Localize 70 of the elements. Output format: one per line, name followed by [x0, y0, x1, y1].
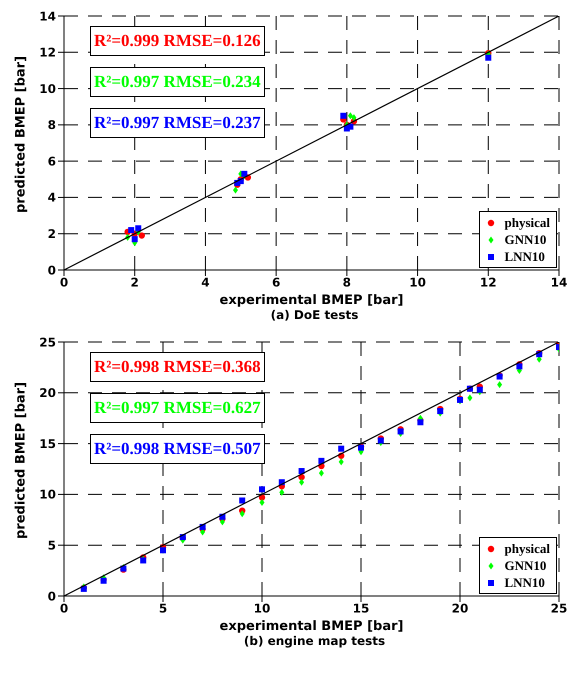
x-axis-title: experimental BMEP [bar] — [220, 619, 404, 634]
x-tick-label: 0 — [60, 602, 68, 616]
y-tick-label: 8 — [48, 118, 56, 132]
point — [240, 510, 245, 518]
y-axis-title: predicted BMEP [bar] — [14, 56, 29, 213]
point — [259, 486, 265, 492]
legend-label: GNN10 — [504, 557, 546, 574]
annotation: R²=0.997 RMSE=0.237 — [90, 108, 265, 138]
y-tick-label: 0 — [48, 263, 56, 278]
y-tick-label: 15 — [39, 436, 56, 451]
point — [128, 227, 134, 234]
y-tick-label: 20 — [39, 386, 56, 400]
y-tick-label: 10 — [39, 82, 56, 96]
point — [299, 478, 304, 486]
y-tick-label: 14 — [39, 9, 56, 24]
x-tick-label: 10 — [254, 602, 270, 616]
legend-label: physical — [504, 214, 550, 231]
text: (a) DoE tests — [270, 308, 360, 322]
x-tick-label: 4 — [201, 276, 210, 290]
x-tick-label: 25 — [550, 602, 568, 616]
point — [476, 386, 483, 393]
point — [437, 408, 444, 414]
annotation: R²=0.997 RMSE=0.234 — [90, 67, 265, 97]
x-tick-label: 12 — [480, 276, 497, 290]
x-tick-label: 15 — [352, 602, 370, 616]
point — [138, 232, 145, 239]
point — [241, 170, 248, 177]
point — [378, 438, 384, 444]
legend-label: LNN10 — [504, 574, 545, 591]
point — [485, 54, 492, 61]
x-tick-label: 2 — [130, 276, 139, 290]
point — [239, 497, 246, 504]
point — [348, 112, 353, 120]
x-axis-title: experimental BMEP [bar] — [220, 293, 404, 308]
x-tick-label: 14 — [550, 276, 568, 290]
y-tick-label: 4 — [48, 190, 56, 205]
point — [232, 186, 238, 194]
legend-label: LNN10 — [504, 248, 545, 265]
y-tick-label: 0 — [48, 589, 56, 604]
point — [351, 114, 356, 122]
y-tick-label: 25 — [39, 335, 56, 350]
point — [338, 458, 344, 466]
text: (b) engine map tests — [242, 634, 386, 648]
point — [279, 488, 284, 496]
point — [347, 124, 354, 130]
y-tick-label: 6 — [48, 154, 56, 168]
point — [338, 446, 344, 452]
annotation: R²=0.997 RMSE=0.627 — [90, 393, 265, 423]
x-tick-label: 5 — [158, 602, 168, 616]
y-tick-label: 2 — [48, 226, 56, 241]
annotation: R²=0.998 RMSE=0.368 — [90, 352, 265, 382]
x-tick-label: 0 — [60, 276, 68, 290]
point — [318, 470, 324, 477]
y-tick-label: 10 — [39, 488, 56, 502]
x-tick-label: 6 — [272, 276, 280, 290]
point — [340, 112, 346, 119]
y-axis-title: predicted BMEP [bar] — [14, 382, 29, 539]
x-tick-label: 10 — [409, 276, 426, 290]
annotation: R²=0.999 RMSE=0.126 — [90, 26, 265, 56]
y-tick-label: 5 — [48, 538, 56, 552]
legend-label: physical — [504, 540, 550, 557]
x-tick-label: 20 — [452, 602, 468, 616]
point — [132, 236, 138, 242]
point — [467, 394, 472, 402]
annotation: R²=0.998 RMSE=0.507 — [90, 434, 265, 464]
point — [497, 381, 502, 388]
y-tick-label: 12 — [39, 46, 56, 60]
x-tick-label: 8 — [342, 276, 352, 290]
legend-label: GNN10 — [504, 231, 546, 248]
point — [298, 468, 305, 474]
